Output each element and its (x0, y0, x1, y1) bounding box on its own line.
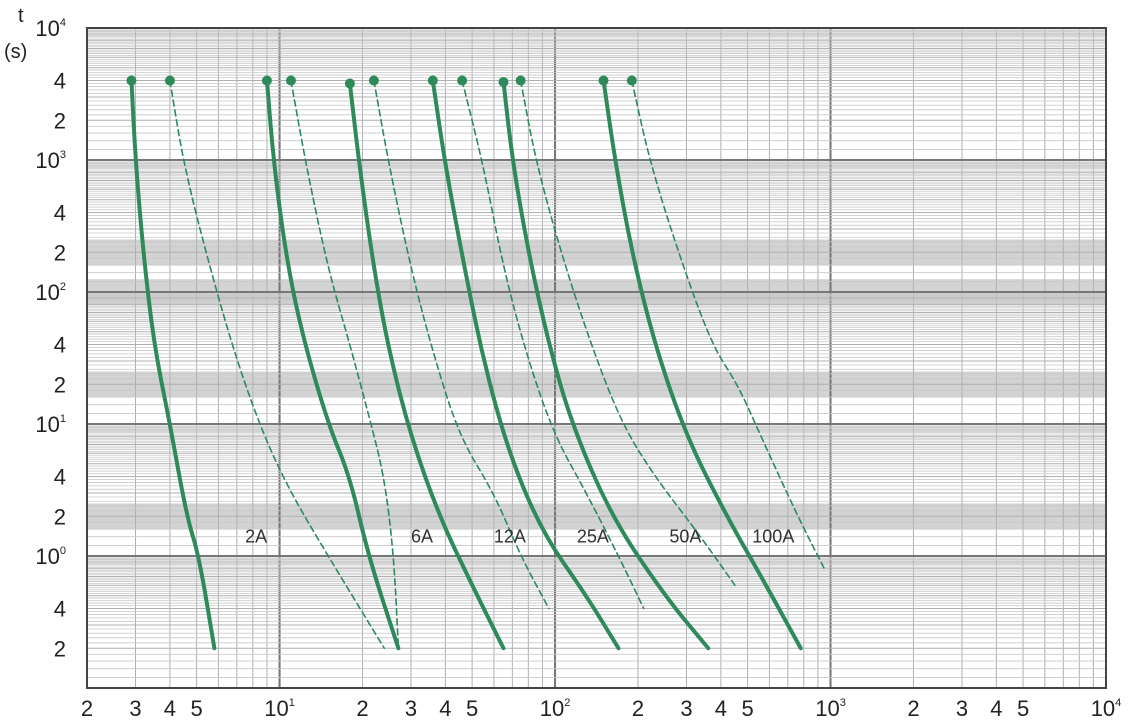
axis-labels: t (s) (4, 5, 27, 63)
curve-12A-dashed (373, 79, 550, 610)
curve-start-dot (626, 75, 637, 86)
x-tick-label: 103 (815, 696, 846, 721)
x-tick-label: 5 (466, 696, 478, 721)
curve-start-dot (368, 75, 379, 86)
y-tick-label: 4 (54, 597, 66, 622)
x-tick-label: 4 (990, 696, 1002, 721)
x-tick-label: 2 (907, 696, 919, 721)
tick-labels: 2 3 4 5 101 2 3 4 5 102 2 3 4 5 103 2 3 4 5 104104421034210… (35, 16, 1121, 721)
y-tick-label: 103 (35, 148, 66, 173)
curve-start-dot (457, 75, 468, 86)
x-tick-label: 2 (356, 696, 368, 721)
x-tick-label: 101 (264, 696, 295, 721)
curve-start-dot (285, 75, 296, 86)
x-tick-label: 2 (632, 696, 644, 721)
x-tick-label: 5 (191, 696, 203, 721)
curve-2A-dashed (169, 79, 386, 650)
curve-start-dot (344, 78, 355, 89)
curve-100A-dashed (631, 79, 826, 570)
x-tick-label: 5 (741, 696, 753, 721)
x-tick-label: 102 (540, 696, 571, 721)
grid (86, 27, 1107, 689)
curve-label-100A: 100A (752, 527, 794, 547)
curve-25A-dashed (461, 79, 645, 610)
curve-labels: 2A 6A 12A 25A 50A 100A (245, 527, 794, 547)
curve-start-dot (515, 75, 526, 86)
x-tick-label: 3 (680, 696, 692, 721)
x-tick-label: 5 (1017, 696, 1029, 721)
curve-label-25A: 25A (577, 527, 609, 547)
y-tick-label: 102 (35, 280, 66, 305)
curve-50A-solid (501, 79, 711, 651)
x-tick-label: 3 (405, 696, 417, 721)
curve-25A-solid (430, 78, 621, 651)
plot-frame (86, 27, 1107, 689)
y-tick-label: 2 (54, 504, 66, 529)
x-tick-label: 3 (956, 696, 968, 721)
x-tick-label: 3 (129, 696, 141, 721)
y-tick-label: 2 (54, 636, 66, 661)
curve-6A-solid (264, 78, 401, 651)
y-tick-label: 2 (54, 372, 66, 397)
y-tick-label: 2 (54, 240, 66, 265)
curve-label-2A: 2A (245, 527, 267, 547)
curve-50A-dashed (519, 79, 736, 587)
curve-label-12A: 12A (494, 527, 526, 547)
x-tick-label: 4 (439, 696, 451, 721)
y-tick-label: 4 (54, 333, 66, 358)
y-axis-label-t: t (18, 5, 24, 27)
y-tick-label: 4 (54, 201, 66, 226)
x-tick-label: 4 (164, 696, 176, 721)
y-tick-label: 104 (35, 16, 66, 41)
curve-start-dot (126, 75, 137, 86)
y-axis-label-unit: (s) (4, 41, 27, 63)
curve-2A-solid (129, 78, 217, 651)
curve-label-50A: 50A (669, 527, 701, 547)
y-tick-label: 4 (54, 69, 66, 94)
curve-100A-solid (601, 78, 803, 651)
y-tick-label: 100 (35, 544, 66, 569)
curve-start-dot (598, 75, 609, 86)
curve-start-dot (261, 75, 272, 86)
y-tick-label: 101 (35, 412, 66, 437)
curve-label-6A: 6A (411, 527, 433, 547)
x-tick-label: 2 (81, 696, 93, 721)
curve-6A-dashed (290, 79, 400, 650)
curve-12A-solid (347, 81, 506, 651)
x-tick-label: 4 (715, 696, 727, 721)
y-tick-label: 4 (54, 465, 66, 490)
curve-start-dot (498, 76, 509, 87)
curves (126, 75, 826, 651)
curve-start-dot (427, 75, 438, 86)
x-tick-label: 104 (1091, 696, 1122, 721)
y-tick-label: 2 (54, 108, 66, 133)
curve-start-dot (164, 75, 175, 86)
